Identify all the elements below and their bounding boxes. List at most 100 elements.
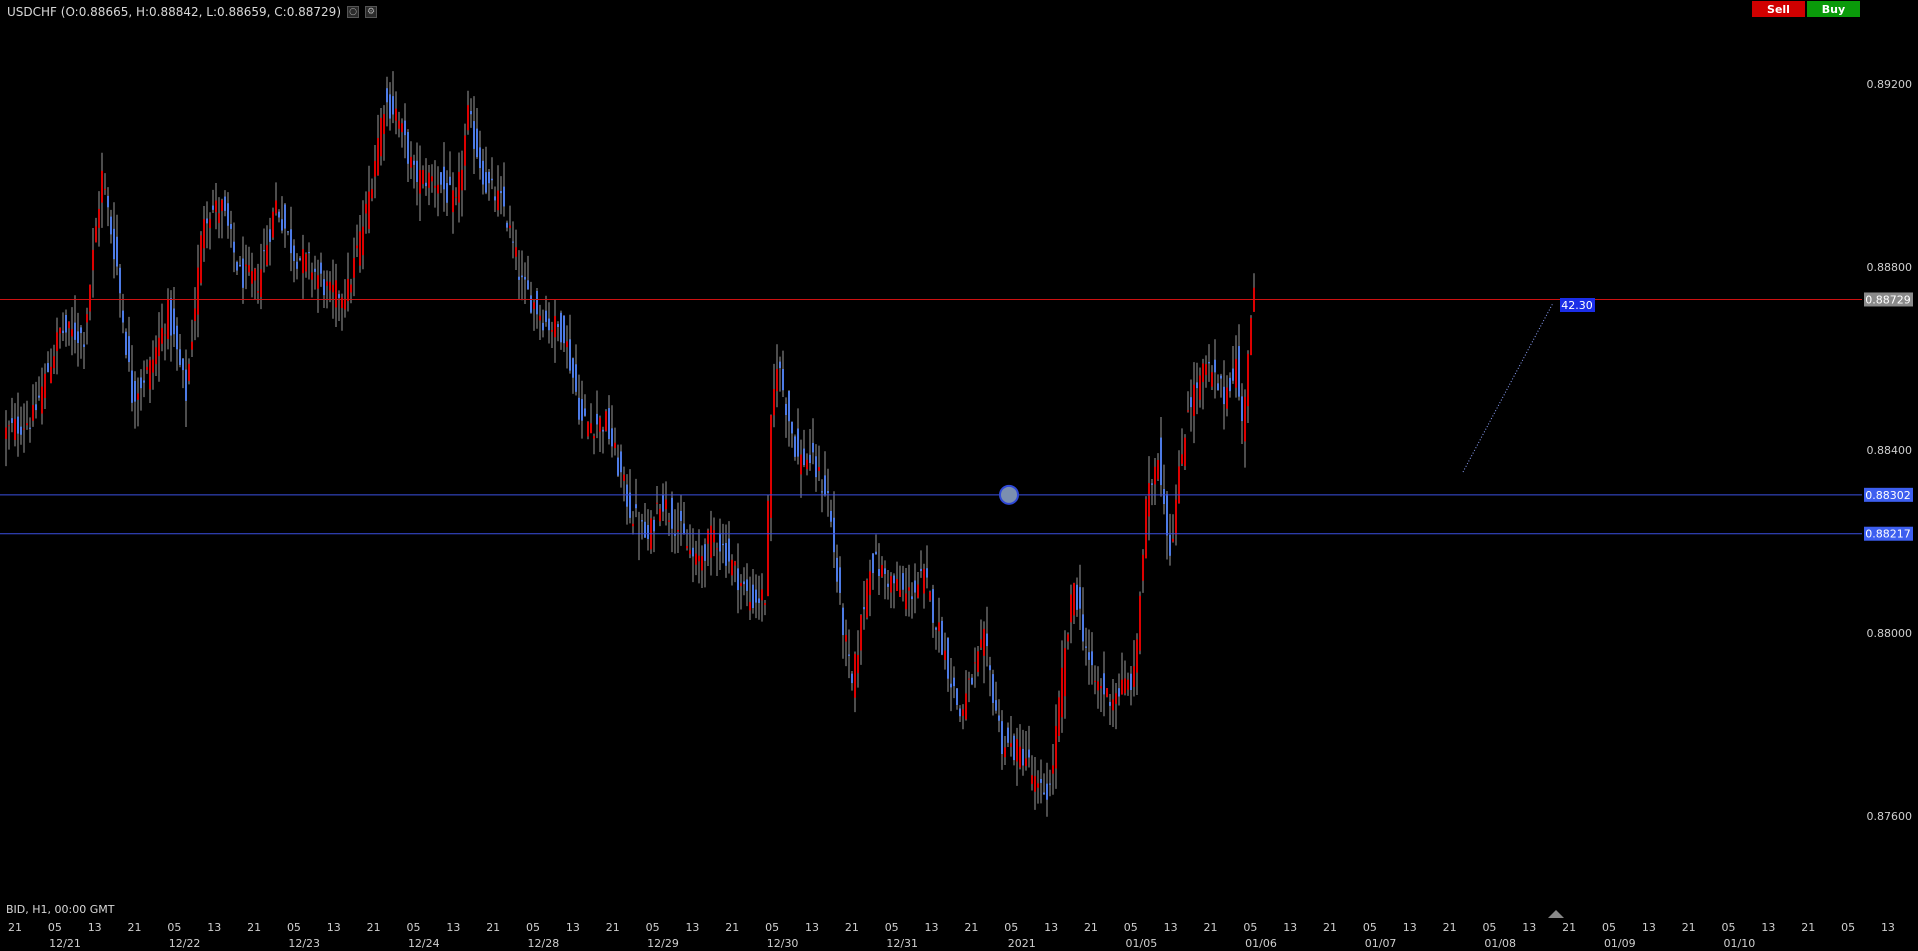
candle-body <box>1109 701 1111 706</box>
candle-body <box>677 529 679 532</box>
candle-body <box>884 568 886 574</box>
candle-body <box>158 337 160 357</box>
candle-body <box>842 607 844 636</box>
x-tick-label: 13 <box>1522 921 1536 934</box>
candle-body <box>797 428 799 457</box>
candle-body <box>566 341 568 348</box>
date-label: 12/28 <box>528 937 560 950</box>
x-tick-label: 13 <box>1164 921 1178 934</box>
candle-body <box>1124 678 1126 694</box>
candle-body <box>785 403 787 416</box>
gear-icon[interactable]: ⚙ <box>365 6 377 18</box>
candle-body <box>512 241 514 243</box>
candle-body <box>377 137 379 176</box>
candle-body <box>1103 673 1105 695</box>
candle-body <box>77 331 79 343</box>
date-label: 12/24 <box>408 937 440 950</box>
candle-body <box>1076 584 1078 610</box>
candle-body <box>989 665 991 671</box>
candle-body <box>698 555 700 562</box>
chart-info-label: BID, H1, 00:00 GMT <box>6 903 115 916</box>
candle-body <box>728 538 730 562</box>
candle-body <box>356 245 358 249</box>
candle-body <box>1064 648 1066 697</box>
sell-button[interactable]: Sell <box>1752 1 1805 17</box>
x-tick-label: 21 <box>725 921 739 934</box>
candle-body <box>1193 384 1195 416</box>
x-tick-label: 13 <box>1044 921 1058 934</box>
candle-body <box>1079 587 1081 609</box>
candle-body <box>167 299 169 340</box>
scroll-position-marker <box>1548 910 1564 918</box>
candle-body <box>1178 466 1180 504</box>
x-tick-label: 05 <box>1363 921 1377 934</box>
candle-body <box>602 429 604 432</box>
candle-body <box>257 291 259 293</box>
candle-body <box>1118 688 1120 697</box>
candle-body <box>134 380 136 402</box>
candle-body <box>1247 353 1249 407</box>
candle-body <box>173 308 175 335</box>
candle-body <box>1040 778 1042 783</box>
candle-body <box>290 229 292 254</box>
candle-body <box>350 284 352 293</box>
candle-body <box>1019 746 1021 768</box>
candle-body <box>359 231 361 266</box>
candle-body <box>980 639 982 648</box>
candle-body <box>938 622 940 632</box>
candle-body <box>860 615 862 651</box>
candle-body <box>1160 437 1162 486</box>
candle-body <box>431 176 433 182</box>
x-tick-label: 13 <box>88 921 102 934</box>
candle-body <box>251 271 253 284</box>
candle-body <box>1145 499 1147 559</box>
candle-body <box>1148 483 1150 517</box>
buy-button[interactable]: Buy <box>1807 1 1860 17</box>
candle-body <box>1043 792 1045 795</box>
candle-body <box>596 413 598 425</box>
candle-body <box>1022 748 1024 766</box>
candle-body <box>212 205 214 210</box>
candle-body <box>1085 646 1087 648</box>
candle-body <box>95 226 97 243</box>
candle-body <box>143 380 145 383</box>
candle-body <box>854 653 856 698</box>
candle-body <box>971 677 973 685</box>
candle-body <box>242 258 244 288</box>
candle-body <box>344 299 346 310</box>
candle-body <box>299 258 301 260</box>
candle-body <box>878 569 880 576</box>
x-tick-label: 13 <box>1403 921 1417 934</box>
candle-body <box>1049 783 1051 785</box>
candle-body <box>758 598 760 603</box>
date-label: 12/31 <box>886 937 918 950</box>
candle-body <box>50 366 52 384</box>
candle-body <box>65 314 67 333</box>
candle-body <box>305 254 307 272</box>
candle-body <box>953 677 955 687</box>
candle-body <box>1046 783 1048 800</box>
candle-body <box>611 428 613 447</box>
x-tick-label: 21 <box>1562 921 1576 934</box>
candle-body <box>578 397 580 420</box>
candle-body <box>983 628 985 656</box>
date-label: 12/30 <box>767 937 799 950</box>
y-tick-label: 0.88000 <box>1867 627 1913 640</box>
candle-body <box>413 160 415 165</box>
candle-body <box>1091 651 1093 666</box>
circle-icon[interactable]: ○ <box>347 6 359 18</box>
candle-body <box>701 556 703 571</box>
candle-body <box>749 601 751 611</box>
x-tick-label: 21 <box>1323 921 1337 934</box>
x-tick-label: 05 <box>48 921 62 934</box>
candle-body <box>104 188 106 190</box>
candle-body <box>32 404 34 421</box>
x-tick-label: 13 <box>1642 921 1656 934</box>
candle-body <box>1154 466 1156 485</box>
candle-body <box>1211 372 1213 387</box>
candle-body <box>461 169 463 191</box>
candle-body <box>593 435 595 439</box>
candle-body <box>266 245 268 266</box>
candle-body <box>26 423 28 426</box>
